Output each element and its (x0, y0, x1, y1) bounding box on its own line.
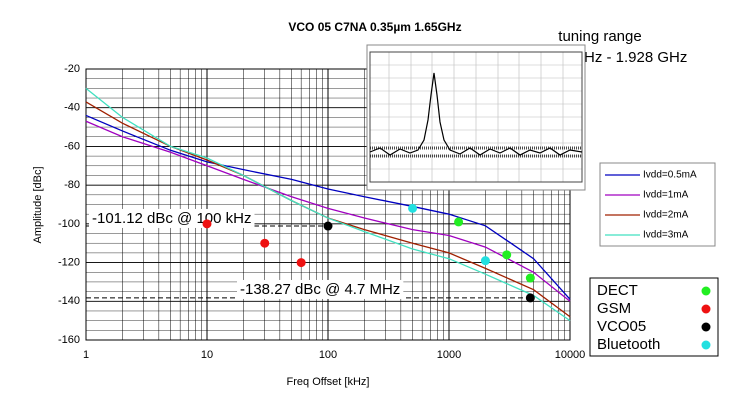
legend-label: GSM (597, 300, 631, 317)
x-tick-label: 1000 (437, 349, 461, 361)
legend-swatch (701, 304, 711, 314)
legend-label: Ivdd=2mA (643, 210, 689, 221)
legend-label: Ivdd=0.5mA (643, 170, 697, 181)
legend-label: Bluetooth (597, 336, 660, 353)
legend-swatch (701, 322, 711, 332)
inset-noise (370, 146, 582, 158)
x-axis-label: Freq Offset [kHz] (287, 376, 370, 388)
annotation-bg (89, 208, 255, 228)
scatter-point (480, 256, 490, 266)
annotation-bg (237, 279, 404, 299)
legend-label: Ivdd=3mA (643, 230, 689, 241)
annotation: -138.27 dBc @ 4.7 MHz (240, 281, 400, 298)
x-tick-label: 1 (83, 349, 89, 361)
plot-area: -101.12 dBc @ 100 kHz -138.27 dBc @ 4.7 M… (85, 68, 571, 341)
series-line (85, 87, 571, 322)
y-axis-label: Amplitude [dBc] (32, 166, 44, 243)
y-tick-label: -140 (58, 295, 80, 307)
x-tick-label: 10 (201, 349, 213, 361)
legend-label: DECT (597, 282, 638, 299)
legend-swatch (701, 340, 711, 350)
scatter-point (525, 273, 535, 283)
y-tick-label: -160 (58, 334, 80, 346)
series-line (85, 120, 571, 302)
annotation: -101.12 dBc @ 100 kHz (92, 210, 251, 227)
series-line (85, 114, 571, 300)
scatter-point (502, 250, 512, 260)
scatter-point (260, 238, 270, 248)
plot-frame (85, 68, 571, 341)
y-tick-label: -120 (58, 256, 80, 268)
scatter-legend-frame (589, 277, 719, 357)
y-tick-label: -20 (64, 63, 80, 75)
scatter-point (323, 221, 333, 231)
line-legend-frame (599, 162, 716, 247)
spectrum-inset (366, 44, 586, 191)
inset-plot-frame (369, 51, 583, 183)
x-tick-label: 100 (319, 349, 337, 361)
y-tick-label: -60 (64, 140, 80, 152)
scatter-point (525, 293, 535, 303)
scatter-point (296, 258, 306, 268)
legend-label: VCO05 (597, 318, 646, 335)
scatter-point (202, 219, 212, 229)
legend-swatch (701, 286, 711, 296)
inset-spectrum (369, 72, 583, 156)
y-tick-label: -40 (64, 102, 80, 114)
x-tick-label: 10000 (555, 349, 586, 361)
y-tick-label: -80 (64, 179, 80, 191)
subtitle: tuning range (558, 28, 641, 45)
scatter-point (408, 203, 418, 213)
chart-title: VCO 05 C7NA 0.35µm 1.65GHz (288, 20, 461, 34)
scatter-point (454, 217, 464, 227)
y-tick-label: -100 (58, 218, 80, 230)
legend-label: Ivdd=1mA (643, 190, 689, 201)
